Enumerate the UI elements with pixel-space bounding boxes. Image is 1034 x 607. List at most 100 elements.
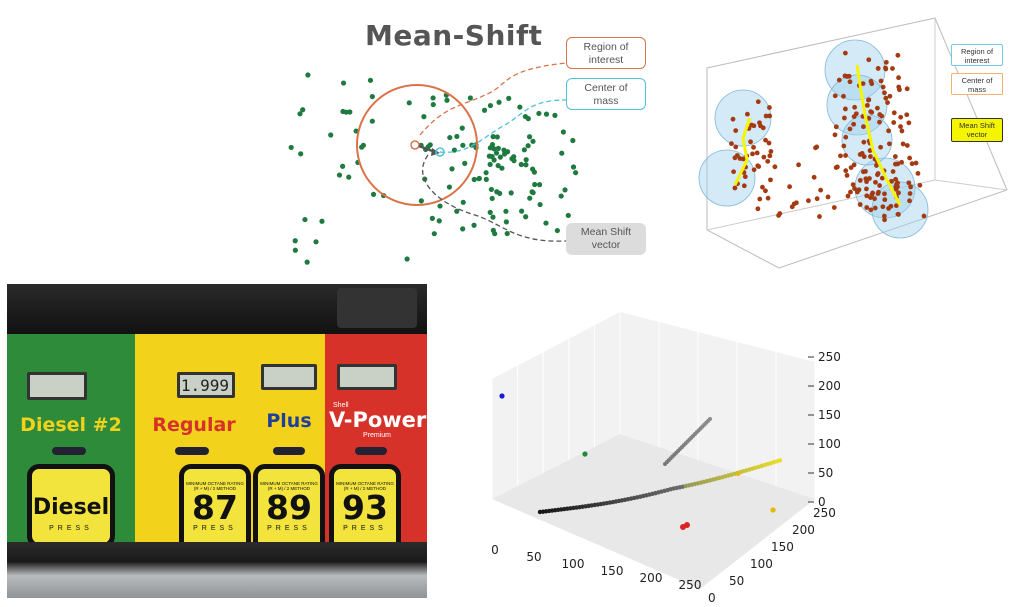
data-point bbox=[437, 203, 443, 209]
data-point bbox=[878, 78, 884, 84]
data-point bbox=[731, 169, 736, 175]
data-point bbox=[843, 168, 849, 174]
grade-label-diesel: Diesel #2 bbox=[20, 414, 122, 436]
data-point bbox=[504, 230, 510, 237]
outlier-point bbox=[582, 451, 588, 457]
data-point bbox=[523, 162, 529, 168]
data-point bbox=[883, 66, 889, 72]
diesel-button[interactable]: Diesel PRESS bbox=[27, 464, 115, 548]
data-point bbox=[868, 109, 874, 115]
z-tick-label: 100 bbox=[818, 437, 841, 451]
data-point bbox=[882, 90, 887, 96]
data-point bbox=[814, 196, 820, 202]
data-point bbox=[733, 128, 739, 134]
data-point bbox=[899, 128, 905, 134]
data-point bbox=[451, 147, 458, 153]
outlier-point bbox=[770, 507, 776, 513]
y-tick-label: 200 bbox=[792, 523, 815, 537]
z-tick-label: 50 bbox=[818, 466, 833, 480]
data-point bbox=[893, 203, 899, 209]
data-point bbox=[881, 213, 887, 219]
start-marker bbox=[410, 140, 420, 150]
data-point bbox=[907, 198, 912, 204]
data-point bbox=[864, 205, 870, 210]
data-point bbox=[491, 157, 497, 163]
data-point bbox=[529, 189, 535, 195]
data-point bbox=[879, 175, 885, 181]
mean-shift-2d-diagram: Mean-Shift Region of interest Center of … bbox=[270, 5, 670, 270]
data-point bbox=[319, 218, 325, 224]
data-point bbox=[882, 217, 887, 223]
data-point bbox=[887, 93, 893, 99]
data-point bbox=[860, 81, 866, 86]
data-point bbox=[765, 158, 771, 164]
data-point bbox=[552, 112, 558, 118]
data-point bbox=[892, 154, 898, 159]
data-point bbox=[757, 196, 763, 202]
data-point bbox=[559, 150, 565, 156]
data-point bbox=[857, 202, 863, 207]
data-point bbox=[560, 129, 567, 135]
data-point bbox=[488, 186, 494, 193]
data-point bbox=[866, 115, 872, 121]
data-point bbox=[889, 178, 894, 184]
data-point bbox=[879, 113, 885, 119]
octane-87-label: 87 bbox=[192, 488, 238, 527]
data-point bbox=[499, 165, 505, 171]
data-point bbox=[732, 185, 738, 191]
data-point bbox=[340, 163, 346, 169]
data-point bbox=[487, 102, 494, 109]
mean-shift-3d-diagram: Region of interest Center of mass Mean S… bbox=[695, 10, 1030, 272]
data-point bbox=[288, 144, 294, 151]
data-point bbox=[900, 141, 906, 147]
data-point bbox=[859, 151, 865, 156]
data-point bbox=[760, 184, 765, 190]
z-tick-label: 250 bbox=[818, 350, 841, 364]
x-tick-label: 150 bbox=[601, 564, 624, 578]
data-point bbox=[532, 181, 538, 188]
data-point bbox=[898, 124, 903, 129]
data-point bbox=[486, 153, 492, 159]
data-point bbox=[421, 114, 427, 120]
data-point bbox=[841, 93, 846, 99]
data-point bbox=[756, 164, 762, 169]
data-point bbox=[523, 157, 529, 163]
data-point bbox=[895, 180, 900, 186]
data-point bbox=[460, 142, 466, 148]
data-point bbox=[917, 182, 923, 188]
data-point bbox=[893, 176, 899, 182]
mean-shift-vector-callout: Mean Shift vector bbox=[566, 223, 646, 255]
data-point bbox=[313, 239, 319, 245]
data-point bbox=[832, 132, 838, 138]
grade-label-regular: Regular bbox=[152, 414, 236, 436]
data-point bbox=[570, 164, 577, 170]
data-point bbox=[864, 102, 870, 108]
data-point bbox=[825, 194, 831, 200]
shell-label: Shell bbox=[333, 402, 349, 409]
data-point bbox=[887, 141, 892, 147]
data-point bbox=[481, 107, 488, 113]
data-point bbox=[404, 256, 410, 262]
data-point bbox=[487, 161, 493, 168]
data-point bbox=[495, 145, 501, 151]
data-point bbox=[509, 156, 515, 162]
data-point bbox=[861, 139, 867, 145]
data-point bbox=[487, 209, 493, 215]
data-point bbox=[460, 226, 466, 232]
x-tick-label: 200 bbox=[640, 571, 663, 585]
data-point bbox=[430, 95, 436, 101]
data-point bbox=[494, 134, 500, 140]
data-point bbox=[904, 112, 910, 118]
data-point bbox=[806, 198, 811, 204]
data-point bbox=[898, 114, 904, 120]
grade-label-vpower: V-Power bbox=[329, 408, 427, 432]
data-point bbox=[490, 134, 496, 140]
data-point bbox=[868, 78, 874, 84]
data-point bbox=[811, 174, 817, 180]
data-point bbox=[844, 74, 850, 79]
data-point bbox=[336, 172, 343, 178]
x-tick-label: 100 bbox=[562, 557, 585, 571]
price-display-diesel bbox=[27, 372, 87, 400]
data-point bbox=[763, 137, 768, 143]
data-point bbox=[506, 95, 512, 101]
